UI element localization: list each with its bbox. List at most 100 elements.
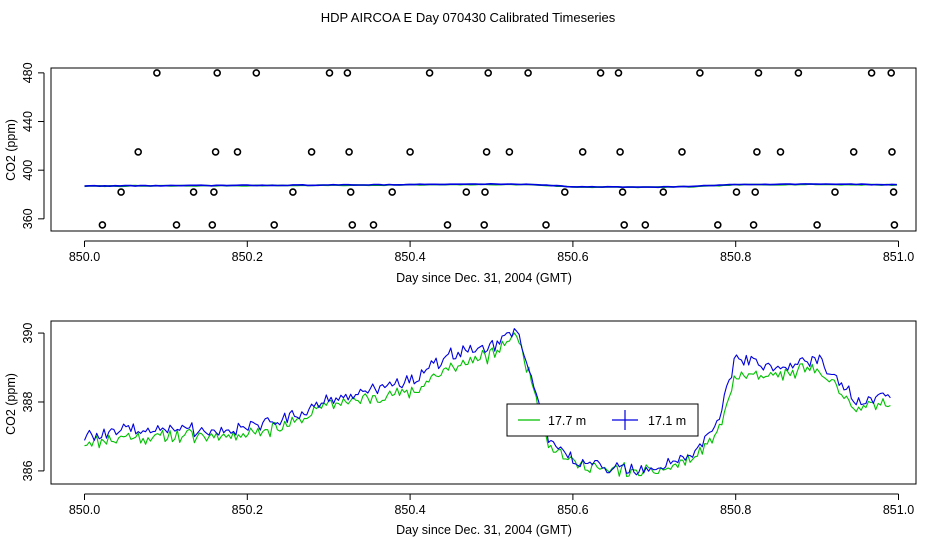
bottom-x-tick-label: 850.8 xyxy=(720,503,751,517)
calibration-point xyxy=(289,188,297,196)
calibration-point xyxy=(831,188,839,196)
legend: 17.7 m 17.1 m xyxy=(506,403,699,437)
series-line-green xyxy=(84,332,891,477)
top-y-axis: 360 400 440 480 xyxy=(21,62,45,229)
calibration-point xyxy=(443,221,452,229)
top-x-axis: 850.0 850.2 850.4 850.6 850.8 851.0 xyxy=(69,240,914,264)
calibration-point xyxy=(616,148,624,156)
bottom-y-axis: 386 388 390 xyxy=(21,323,45,481)
calibration-point xyxy=(713,221,722,229)
bottom-x-tick-label: 850.2 xyxy=(232,503,263,517)
calibration-point xyxy=(307,148,316,156)
top-data-marks xyxy=(84,69,899,229)
calibration-point xyxy=(388,188,397,196)
top-x-tick-label: 850.0 xyxy=(69,250,100,264)
calibration-point xyxy=(659,188,668,196)
calibration-point xyxy=(481,188,489,196)
calibration-point xyxy=(505,148,514,156)
bottom-x-axis: 850.0 850.2 850.4 850.6 850.8 851.0 xyxy=(69,493,914,517)
calibration-point xyxy=(346,188,355,196)
calibration-point xyxy=(189,188,198,196)
calibration-point xyxy=(890,221,899,229)
top-x-tick-label: 850.8 xyxy=(720,250,751,264)
calibration-point xyxy=(98,221,107,229)
top-y-axis-label: CO2 (ppm) xyxy=(4,119,18,181)
bottom-y-axis-label: CO2 (ppm) xyxy=(4,373,18,435)
calibration-point xyxy=(849,148,858,156)
top-x-axis-label: Day since Dec. 31, 2004 (GMT) xyxy=(396,271,572,285)
calibration-point xyxy=(252,69,261,77)
calibration-point xyxy=(482,148,491,156)
series-line-blue xyxy=(83,328,891,476)
bottom-x-tick-label: 850.0 xyxy=(69,503,100,517)
calibration-point xyxy=(211,148,220,156)
calibration-point xyxy=(696,69,704,77)
calibration-point xyxy=(732,188,741,196)
calibration-point xyxy=(348,221,357,229)
bottom-x-tick-label: 850.6 xyxy=(557,503,588,517)
calibration-point xyxy=(794,69,803,77)
legend-label-blue: 17.1 m xyxy=(648,414,686,428)
calibration-point xyxy=(754,69,763,77)
calibration-point xyxy=(213,69,221,77)
calibration-point xyxy=(208,221,217,229)
bottom-plot-frame xyxy=(50,320,917,485)
calibration-point xyxy=(425,69,434,77)
calibration-point xyxy=(524,69,532,77)
calibration-point xyxy=(172,221,181,229)
bottom-y-tick-label: 390 xyxy=(21,323,35,344)
calibration-point xyxy=(325,69,334,77)
top-plot-frame xyxy=(50,67,917,232)
calibration-point xyxy=(542,221,550,229)
calibration-point xyxy=(117,188,125,196)
top-x-tick-label: 850.6 xyxy=(557,250,588,264)
top-panel: 850.0 850.2 850.4 850.6 850.8 851.0 360 400 440… xyxy=(4,62,917,285)
calibration-point xyxy=(618,188,627,196)
calibration-point xyxy=(596,69,605,77)
calibration-point xyxy=(751,188,760,196)
top-x-tick-label: 850.2 xyxy=(232,250,263,264)
calibration-point xyxy=(614,69,623,77)
legend-label-green: 17.7 m xyxy=(548,414,586,428)
calibration-point xyxy=(233,148,242,156)
calibration-point xyxy=(270,221,279,229)
top-y-tick-label: 360 xyxy=(21,208,35,229)
calibration-point xyxy=(641,221,650,229)
calibration-point xyxy=(813,221,821,229)
bottom-x-axis-label: Day since Dec. 31, 2004 (GMT) xyxy=(396,523,572,537)
top-x-tick-label: 850.4 xyxy=(394,250,425,264)
calibration-point xyxy=(560,188,569,196)
calibration-point xyxy=(678,148,686,156)
calibration-point xyxy=(369,221,378,229)
calibration-point xyxy=(889,188,898,196)
top-y-tick-label: 440 xyxy=(21,111,35,132)
top-x-tick-label: 851.0 xyxy=(883,250,914,264)
top-series-blue xyxy=(84,182,897,189)
calibration-point xyxy=(134,148,142,156)
calibration-point xyxy=(867,69,876,77)
chart-title: HDP AIRCOA E Day 070430 Calibrated Times… xyxy=(321,10,616,25)
calibration-point xyxy=(462,188,471,196)
top-y-tick-label: 480 xyxy=(21,62,35,83)
calibration-point xyxy=(210,188,218,196)
bottom-panel: 850.0 850.2 850.4 850.6 850.8 851.0 386 388 390… xyxy=(4,320,917,537)
calibration-point xyxy=(749,221,758,229)
calibration-point xyxy=(406,148,414,156)
bottom-y-tick-label: 388 xyxy=(21,392,35,413)
calibration-point xyxy=(753,148,761,156)
calibration-point xyxy=(620,221,629,229)
calibration-point xyxy=(484,69,493,77)
calibration-point xyxy=(887,69,896,77)
bottom-x-tick-label: 851.0 xyxy=(883,503,914,517)
bottom-x-tick-label: 850.4 xyxy=(394,503,425,517)
calibration-point xyxy=(153,69,161,77)
top-y-tick-label: 400 xyxy=(21,160,35,181)
calibration-point xyxy=(480,221,489,229)
bottom-data-marks xyxy=(83,328,891,477)
calibration-point xyxy=(776,148,785,156)
calibration-point xyxy=(345,148,353,156)
bottom-y-tick-label: 386 xyxy=(21,460,35,481)
calibration-point xyxy=(888,148,896,156)
calibration-point xyxy=(343,69,352,77)
